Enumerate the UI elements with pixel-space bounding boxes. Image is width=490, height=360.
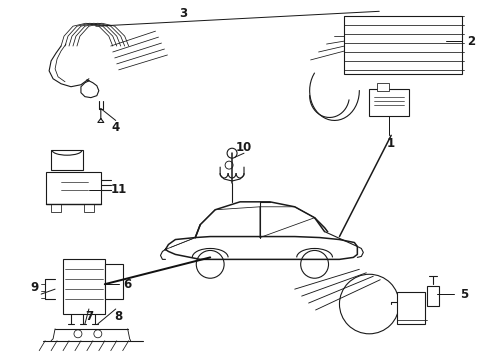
Text: 4: 4 (112, 121, 120, 134)
Bar (84, 204, 94, 212)
Bar (427, 286, 439, 306)
Bar (397, 292, 425, 324)
Bar (369, 89, 409, 117)
Text: 1: 1 (387, 137, 395, 150)
Bar (105, 264, 122, 299)
Bar (46, 172, 101, 204)
Bar (51, 204, 61, 212)
Bar (51, 150, 83, 170)
Text: 10: 10 (236, 141, 252, 154)
Bar (377, 83, 389, 91)
Text: 2: 2 (466, 35, 475, 48)
Text: 5: 5 (460, 288, 468, 301)
Text: 8: 8 (115, 310, 123, 323)
Bar (63, 260, 105, 314)
Bar (344, 16, 462, 74)
Text: 6: 6 (123, 278, 132, 291)
Text: 11: 11 (111, 184, 127, 197)
Text: 7: 7 (85, 310, 93, 323)
Text: 9: 9 (30, 281, 38, 294)
Text: 3: 3 (179, 7, 187, 20)
